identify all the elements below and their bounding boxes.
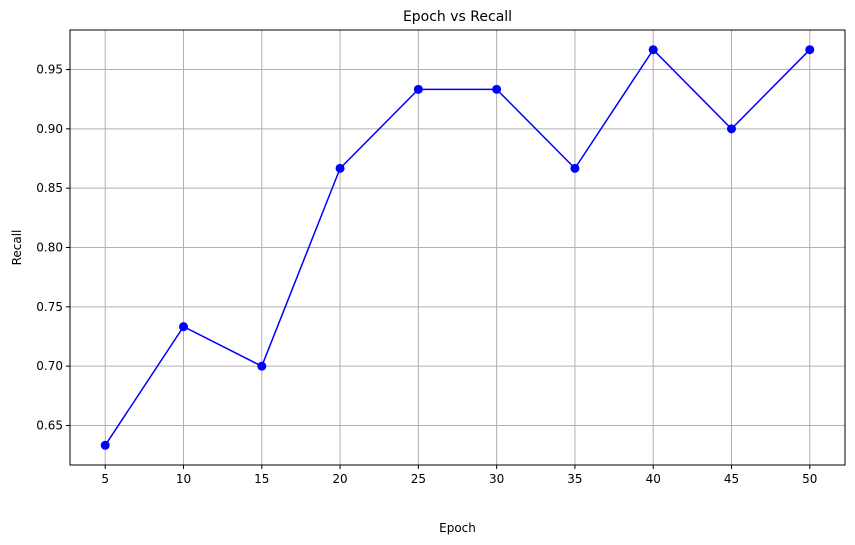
data-point — [492, 84, 502, 94]
series-layer — [100, 45, 815, 450]
x-tick-label: 40 — [646, 472, 661, 486]
x-tick-label: 5 — [101, 472, 109, 486]
grid-lines — [70, 30, 845, 465]
y-tick-label: 0.95 — [36, 63, 63, 77]
y-axis-ticks: 0.65 0.70 0.75 0.80 0.85 0.90 0.95 — [36, 63, 70, 432]
data-point — [257, 361, 267, 371]
chart-title: Epoch vs Recall — [403, 9, 512, 25]
x-tick-label: 10 — [176, 472, 191, 486]
data-point — [335, 163, 345, 173]
x-axis-label: Epoch — [439, 521, 476, 535]
series-line — [104, 48, 811, 446]
y-tick-label: 0.70 — [36, 359, 63, 373]
x-tick-label: 35 — [567, 472, 582, 486]
x-tick-label: 20 — [332, 472, 347, 486]
data-point — [179, 322, 189, 332]
data-point — [805, 45, 815, 55]
y-tick-label: 0.75 — [36, 300, 63, 314]
x-tick-label: 15 — [254, 472, 269, 486]
x-axis-ticks: 5 10 15 20 25 30 35 40 45 50 — [101, 465, 817, 486]
x-tick-label: 45 — [724, 472, 739, 486]
x-tick-label: 30 — [489, 472, 504, 486]
data-point — [100, 440, 110, 450]
y-tick-label: 0.65 — [36, 418, 63, 432]
data-point — [570, 163, 580, 173]
data-point — [726, 124, 736, 134]
x-tick-label: 25 — [411, 472, 426, 486]
y-axis-label: Recall — [10, 230, 24, 266]
data-point — [413, 84, 423, 94]
y-tick-label: 0.90 — [36, 122, 63, 136]
data-point — [648, 45, 658, 55]
x-tick-label: 50 — [802, 472, 817, 486]
y-tick-label: 0.80 — [36, 241, 63, 255]
y-tick-label: 0.85 — [36, 181, 63, 195]
